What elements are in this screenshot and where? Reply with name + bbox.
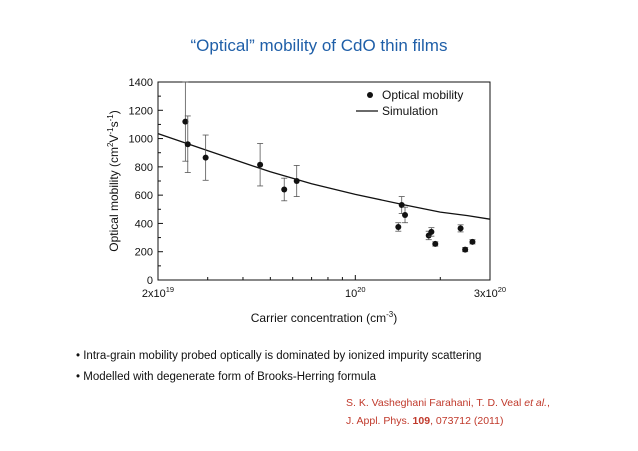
bullet-item: • Intra-grain mobility probed optically …: [76, 346, 481, 367]
x-tick-label: 1020: [345, 285, 366, 300]
reference-pages: , 073712 (2011): [430, 415, 504, 427]
data-point: [182, 118, 189, 125]
y-axis-label: Optical mobility (cm2V-1s-1): [106, 110, 121, 251]
y-tick-label: 800: [135, 162, 153, 174]
reference-line-1: S. K. Vasheghani Farahani, T. D. Veal et…: [346, 397, 550, 409]
bullet-item: • Modelled with degenerate form of Brook…: [76, 367, 481, 388]
legend-label-line: Simulation: [382, 104, 438, 118]
data-point: [428, 228, 435, 235]
reference-authors: S. K. Vasheghani Farahani, T. D. Veal: [346, 397, 522, 409]
reference-volume: 109: [412, 415, 431, 427]
y-tick-label: 1400: [129, 77, 153, 89]
mobility-chart: 0 200 400 600 800 1000 1200 1400 2x1019 1020 3x102…: [106, 77, 506, 325]
reference-citation: S. K. Vasheghani Farahani, T. D. Veal et…: [346, 394, 550, 430]
reference-journal: J. Appl. Phys.: [346, 415, 410, 427]
reference-etal: et al.: [524, 397, 547, 409]
bullet-text-2: Modelled with degenerate form of Brooks-…: [83, 371, 376, 383]
y-tick-label: 200: [135, 247, 153, 259]
reference-line-2: J. Appl. Phys. 109, 073712 (2011): [346, 412, 550, 430]
data-point: [257, 161, 264, 168]
bullet-text-1: Intra-grain mobility probed optically is…: [83, 350, 482, 362]
y-tick-label: 600: [135, 190, 153, 202]
bullet-list: • Intra-grain mobility probed optically …: [76, 346, 481, 388]
slide-title: “Optical” mobility of CdO thin films: [190, 36, 448, 55]
y-tick-label: 1000: [129, 134, 153, 146]
y-tick-label: 400: [135, 218, 153, 230]
data-point: [469, 238, 476, 245]
data-point: [293, 178, 300, 184]
plot-frame: [157, 81, 491, 281]
x-tick-label: 2x1019: [142, 285, 174, 300]
bullet-marker: •: [76, 350, 81, 362]
legend-marker-points: [367, 92, 373, 98]
y-tick-label: 1200: [129, 105, 153, 117]
data-point: [395, 223, 402, 230]
x-tick-label: 3x1020: [474, 285, 506, 300]
data-point: [202, 154, 209, 161]
data-point: [457, 225, 464, 232]
data-point: [398, 202, 405, 209]
data-point: [184, 141, 191, 148]
data-point: [432, 240, 439, 247]
x-axis-label: Carrier concentration (cm-3): [251, 310, 398, 325]
simulation-line: [157, 132, 491, 220]
data-point: [462, 246, 469, 253]
bullet-marker: •: [76, 371, 81, 383]
y-tick-label: 0: [147, 275, 153, 287]
data-point: [281, 186, 288, 193]
legend-label-points: Optical mobility: [382, 88, 463, 102]
data-point: [402, 211, 409, 218]
